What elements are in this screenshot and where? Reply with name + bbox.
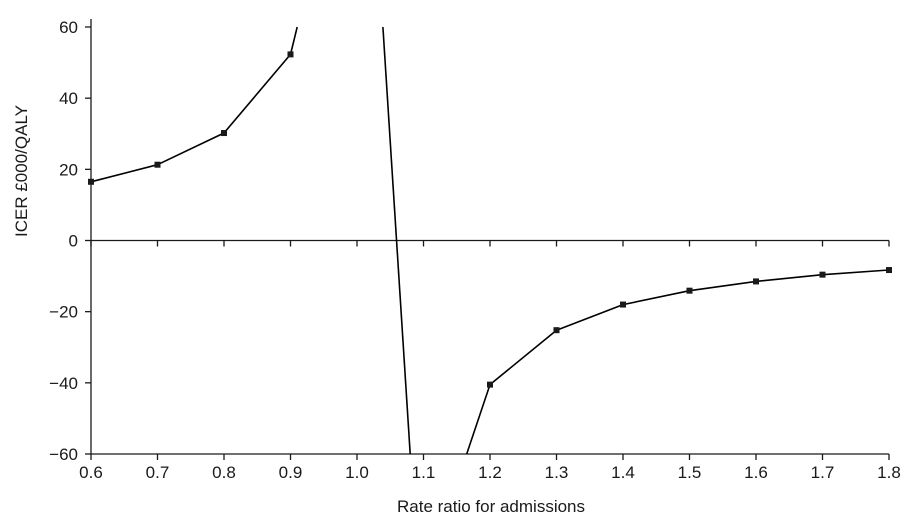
x-tick-label: 1.8 (877, 463, 901, 482)
data-point (620, 301, 626, 308)
x-tick-label: 1.3 (545, 463, 569, 482)
data-point (553, 327, 560, 334)
y-axis-title: ICER £000/QALY (12, 105, 31, 237)
y-tick-label: 20 (59, 160, 78, 179)
data-point (819, 271, 826, 278)
y-tick-label: −60 (49, 445, 78, 464)
data-point (886, 267, 892, 274)
data-point (88, 178, 94, 185)
y-axis (85, 19, 92, 455)
x-axis-title: Rate ratio for admissions (397, 497, 585, 516)
series-markers (88, 51, 892, 388)
x-tick-label: 1.7 (811, 463, 835, 482)
data-point (686, 287, 693, 294)
series-segment (382, 26, 411, 455)
y-tick-label: 0 (69, 232, 78, 251)
y-tick-label: −20 (49, 303, 78, 322)
data-point (487, 381, 493, 388)
x-tick-label: 1.4 (611, 463, 635, 482)
x-tick-label: 1.2 (478, 463, 502, 482)
x-tick-label: 1.6 (744, 463, 768, 482)
y-tick-label: 40 (59, 89, 78, 108)
series-segment (465, 269, 890, 455)
x-tick-label: 1.5 (678, 463, 702, 482)
x-tick-label: 0.6 (79, 463, 103, 482)
data-point (154, 161, 161, 168)
x-axis (90, 239, 890, 460)
x-tick-label: 0.8 (212, 463, 236, 482)
x-tick-label: 0.9 (279, 463, 303, 482)
y-tick-label: 60 (59, 18, 78, 37)
x-tick-label: 0.7 (146, 463, 170, 482)
x-tick-label: 1.0 (345, 463, 369, 482)
y-tick-label: −40 (49, 374, 78, 393)
data-point (753, 278, 759, 285)
data-point (287, 51, 294, 58)
tick-labels: 60 40 20 0 −20 −40 −600.6 0.7 0.8 0.9 1.0 1.1 1.2 1.3… (49, 18, 901, 482)
data-point (221, 130, 227, 137)
series-segment (90, 26, 298, 183)
x-tick-label: 1.1 (412, 463, 436, 482)
